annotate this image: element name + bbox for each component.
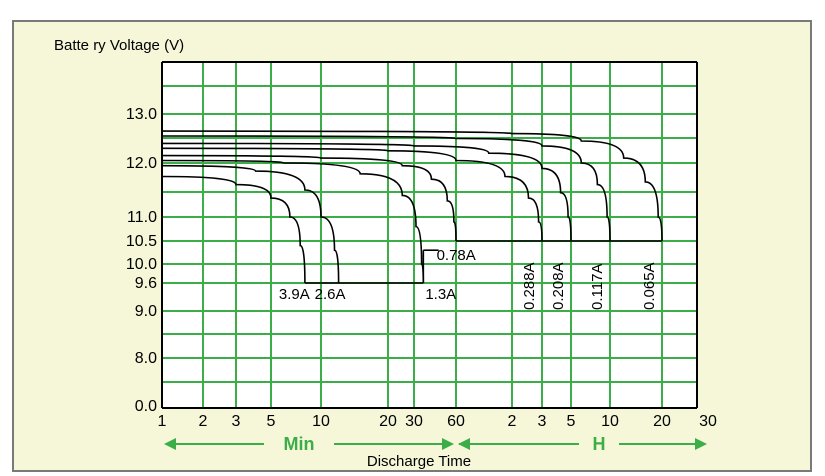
series-line-1.3A	[161, 159, 425, 284]
plot-area	[162, 62, 697, 408]
chart-panel: Batte ry Voltage (V) 0.0 8.0 9.0 9.6 10.0 10.5…	[12, 20, 812, 472]
series-label: 2.6A	[315, 286, 346, 303]
series-label: 0.208A	[550, 262, 567, 310]
x-tick-label: 30	[405, 413, 423, 430]
series-line-0.065A	[161, 130, 663, 242]
y-tick-label: 10.5	[126, 233, 157, 250]
h-unit-label: H	[593, 434, 606, 454]
x-tick-label: 20	[653, 413, 671, 430]
x-tick-label: 5	[267, 413, 276, 430]
min-arrow-left-head	[164, 438, 176, 450]
min-arrow-right-head	[442, 438, 454, 450]
y-tick-label: 13.0	[126, 106, 157, 123]
h-arrow-right-head	[695, 438, 707, 450]
series-line-0.208A	[161, 142, 572, 242]
y-tick-label: 11.0	[127, 209, 157, 226]
x-tick-label: 2	[199, 413, 208, 430]
x-tick-label: 3	[232, 413, 241, 430]
series-line-0.117A	[161, 135, 611, 242]
y-tick-label: 9.6	[135, 275, 157, 292]
x-tick-label: 5	[567, 413, 576, 430]
x-tick-label: 30	[699, 413, 717, 430]
series-line-3.9A	[161, 175, 306, 284]
x-tick-label: 1	[158, 413, 167, 430]
x-tick-label: 2	[508, 413, 517, 430]
battery-discharge-chart: Batte ry Voltage (V) 0.0 8.0 9.0 9.6 10.0 10.5…	[54, 37, 717, 470]
x-tick-label: 60	[447, 413, 465, 430]
x-axis-label: Discharge Time	[367, 453, 471, 470]
y-tick-label: 12.0	[126, 155, 157, 172]
x-tick-label: 10	[601, 413, 619, 430]
series-label: 3.9A	[279, 286, 310, 303]
series-line-0.78A	[161, 154, 457, 242]
y-tick-label: 8.0	[135, 350, 157, 367]
x-tick-label: 10	[312, 413, 330, 430]
x-tick-label: 3	[538, 413, 547, 430]
x-tick-label: 20	[379, 413, 397, 430]
min-unit-label: Min	[284, 434, 315, 454]
series-label: 0.065A	[641, 262, 658, 310]
y-tick-label: 9.0	[135, 303, 157, 320]
series-line-2.6A	[161, 164, 340, 284]
series-label: 0.78A	[437, 247, 476, 264]
series-line-0.288A	[161, 147, 543, 242]
y-tick-label: 10.0	[126, 256, 157, 273]
y-axis-label: Batte ry Voltage (V)	[54, 37, 184, 54]
series-label: 1.3A	[425, 286, 456, 303]
h-arrow-left-head	[458, 438, 470, 450]
series-label: 0.117A	[589, 264, 606, 310]
series-label: 0.288A	[521, 262, 538, 310]
y-tick-label: 0.0	[135, 398, 157, 415]
